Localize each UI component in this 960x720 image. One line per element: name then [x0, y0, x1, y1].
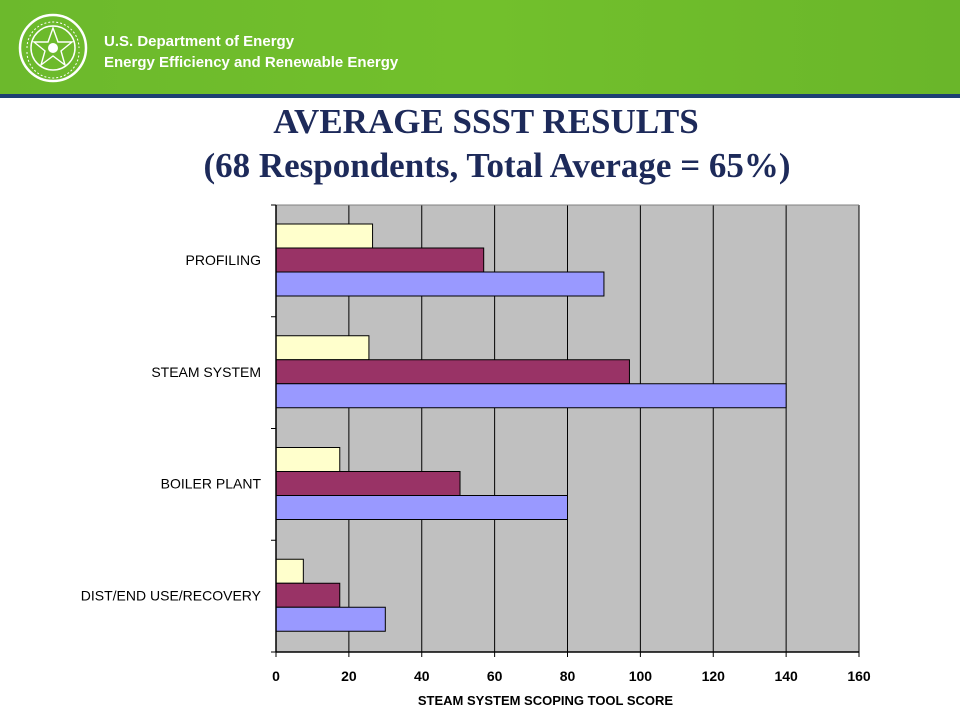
category-label: STEAM SYSTEM: [151, 364, 261, 380]
x-tick-label: 140: [774, 668, 798, 684]
bar: [275, 223, 374, 249]
category-label: BOILER PLANT: [161, 476, 262, 492]
doe-seal-icon: [18, 13, 88, 83]
slide-title-line-2: (68 Respondents, Total Average = 65%): [203, 146, 791, 185]
bar: [275, 582, 341, 608]
x-axis-label: STEAM SYSTEM SCOPING TOOL SCORE: [418, 693, 674, 708]
bar: [275, 247, 485, 273]
x-tick-label: 20: [341, 668, 357, 684]
x-tick-label: 160: [847, 668, 871, 684]
agency-line-1: U.S. Department of Energy: [104, 33, 295, 50]
bar: [275, 471, 461, 496]
bar: [275, 495, 568, 520]
bar: [275, 383, 787, 409]
x-tick-label: 120: [702, 668, 726, 684]
bar: [275, 558, 304, 584]
bar: [275, 359, 630, 385]
header-banner: [0, 0, 960, 94]
x-tick-label: 60: [487, 668, 503, 684]
header-divider: [0, 94, 960, 98]
x-tick-label: 0: [272, 668, 280, 684]
agency-name: U.S. Department of Energy Energy Efficie…: [104, 31, 398, 73]
x-tick-label: 40: [414, 668, 430, 684]
bar: [275, 335, 370, 361]
bar: [275, 606, 386, 632]
agency-line-2: Energy Efficiency and Renewable Energy: [104, 54, 399, 71]
x-tick-label: 80: [560, 668, 576, 684]
slide-title-line-1: AVERAGE SSST RESULTS: [273, 102, 699, 141]
tick-labels: 0 20 40 60 80 100 120 140 160 PROFILING STEAM SYST…: [81, 252, 871, 684]
slide-title: AVERAGE SSST RESULTS (68 Respondents, To…: [0, 100, 960, 188]
category-label: DIST/END USE/RECOVERY: [81, 587, 262, 603]
x-tick-label: 100: [629, 668, 653, 684]
axes: [271, 204, 860, 657]
bar: [275, 447, 341, 472]
bar: [275, 271, 605, 297]
category-label: PROFILING: [186, 252, 261, 268]
bar-series: [275, 223, 787, 632]
